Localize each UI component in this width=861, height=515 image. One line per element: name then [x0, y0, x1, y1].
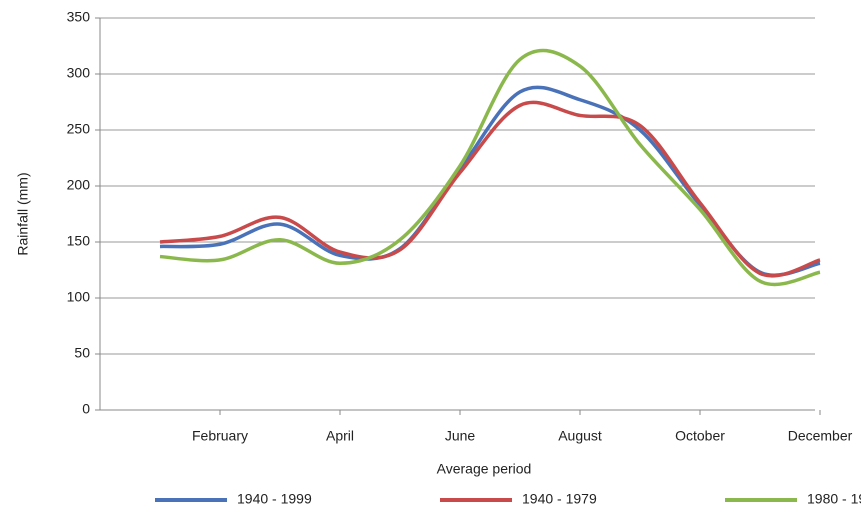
- line: [159, 85, 821, 277]
- y-axis-title: Rainfall (mm): [15, 172, 31, 255]
- legend-label: 1980 - 1999: [807, 491, 861, 507]
- line: [159, 48, 821, 287]
- legend-label: 1940 - 1979: [522, 491, 597, 507]
- y-tick-label: 200: [67, 177, 91, 193]
- y-tick-label: 0: [82, 401, 90, 417]
- x-tick-label: April: [326, 428, 354, 444]
- line: [159, 100, 821, 278]
- y-tick-label: 50: [74, 345, 90, 361]
- x-tick-label: December: [788, 428, 853, 444]
- x-tick-label: August: [558, 428, 602, 444]
- y-tick-label: 300: [67, 65, 91, 81]
- x-tick-label: February: [192, 428, 248, 444]
- legend-label: 1940 - 1999: [237, 491, 312, 507]
- y-tick-label: 350: [67, 9, 91, 25]
- x-axis-title: Average period: [437, 461, 532, 477]
- y-tick-label: 250: [67, 121, 91, 137]
- y-tick-label: 150: [67, 233, 91, 249]
- x-tick-label: June: [445, 428, 476, 444]
- x-tick-label: October: [675, 428, 725, 444]
- y-tick-label: 100: [67, 289, 91, 305]
